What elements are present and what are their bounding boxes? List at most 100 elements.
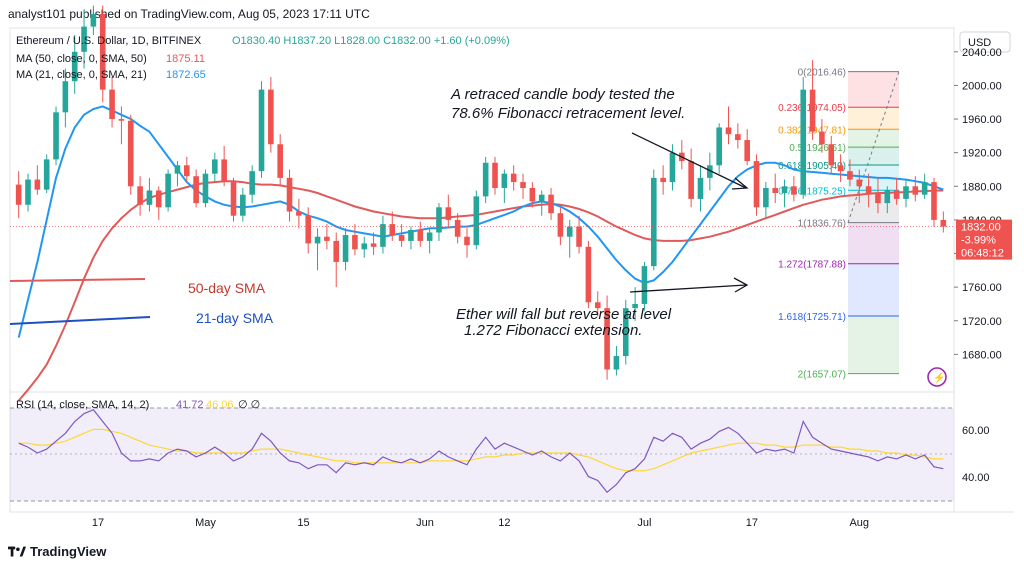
candle-body xyxy=(81,26,87,52)
time-tick-label: Jun xyxy=(416,517,434,529)
time-tick-label: 15 xyxy=(297,517,309,529)
candle-body xyxy=(43,159,50,190)
candle-body xyxy=(202,173,209,204)
candle-body xyxy=(464,236,470,246)
price-axis[interactable]: 2040.002000.001960.001920.001880.001840.… xyxy=(954,47,1002,362)
candle-body xyxy=(62,81,69,113)
candle-body xyxy=(753,161,760,208)
fib-level-label: 1.272(1787.88) xyxy=(778,260,846,271)
annotation-top-line1: A retraced candle body tested the xyxy=(450,86,675,103)
candle-body xyxy=(146,190,153,205)
ma21-legend-value: 1872.65 xyxy=(166,69,206,81)
ma50-legend-label[interactable]: MA (50, close, 0, SMA, 50) xyxy=(16,53,147,65)
candle-body xyxy=(865,186,872,194)
candle-body xyxy=(454,219,461,237)
candle-body xyxy=(127,120,134,187)
candle-body xyxy=(772,187,779,194)
candle-body xyxy=(417,229,424,241)
candle-body xyxy=(165,173,171,208)
price-tick-label: 1880.00 xyxy=(962,181,1002,193)
symbol-title[interactable]: Ethereum / U.S. Dollar, 1D, BITFINEX xyxy=(16,35,202,47)
candle-body xyxy=(707,165,713,178)
candle-body xyxy=(258,89,265,172)
footer-brand: TradingView xyxy=(30,544,107,559)
candle-body xyxy=(688,161,694,199)
symbol-ohlc: O1830.40 H1837.20 L1828.00 C1832.00 +1.6… xyxy=(232,35,510,47)
candle-body xyxy=(249,171,255,195)
ma50-legend-value: 1875.11 xyxy=(166,53,205,65)
candle-body xyxy=(622,308,629,357)
rsi-tick-60: 60.00 xyxy=(962,425,990,437)
annotation-bottom-arrowhead xyxy=(733,277,749,293)
currency-label: USD xyxy=(968,37,991,49)
price-tick-label: 1960.00 xyxy=(962,114,1002,126)
price-tick-label: 1920.00 xyxy=(962,148,1002,160)
fib-band xyxy=(848,71,899,108)
fib-level-label: 0.618(1905.40) xyxy=(778,161,846,172)
candle-body xyxy=(482,162,489,197)
candle-body xyxy=(408,229,414,241)
price-tick-label: 2000.00 xyxy=(962,80,1002,92)
candle-body xyxy=(230,182,237,216)
annotation-top-arrow xyxy=(631,132,747,189)
candle-body xyxy=(791,186,797,195)
candle-body xyxy=(473,196,480,246)
rsi-legend-label[interactable]: RSI (14, close, SMA, 14, 2) xyxy=(16,399,149,411)
candle-body xyxy=(445,207,452,220)
fib-level-label: 2(1657.07) xyxy=(798,370,846,381)
legend-sma21-line xyxy=(9,316,151,325)
candle-body xyxy=(884,190,891,204)
candle-body xyxy=(352,235,358,250)
candle-body xyxy=(557,213,564,237)
fib-level-label: 0.786(1875.25) xyxy=(778,186,846,197)
legend-sma50-line xyxy=(9,278,146,282)
ma21-legend-label[interactable]: MA (21, close, 0, SMA, 21) xyxy=(16,69,147,81)
candle-body xyxy=(25,179,31,205)
footer: TradingView xyxy=(8,544,106,559)
candle-body xyxy=(697,177,704,199)
candle-body xyxy=(735,134,741,141)
candle-body xyxy=(118,119,125,121)
annotation-bottom-line1: Ether will fall but reverse at level xyxy=(456,306,672,323)
candle-body xyxy=(548,194,554,214)
price-tick-label: 1760.00 xyxy=(962,282,1002,294)
candle-body xyxy=(193,176,199,204)
price-tick-label: 2040.00 xyxy=(962,47,1002,59)
candle-body xyxy=(912,186,919,195)
tradingview-logo-icon xyxy=(8,546,26,556)
rsi-legend-ma-value: 46.06 xyxy=(206,399,234,411)
time-tick-label: 17 xyxy=(92,517,104,529)
last-price-badge: 1832.00 -3.99% 06:48:12 xyxy=(956,219,1012,260)
candle-body xyxy=(800,89,807,195)
candle-body xyxy=(641,266,648,304)
ma21-line xyxy=(17,105,944,338)
rsi-ma-line xyxy=(18,428,944,472)
candle-body xyxy=(174,165,181,174)
candle-body xyxy=(837,165,844,172)
last-price-change: -3.99% xyxy=(961,235,996,247)
publish-text: analyst101 published on TradingView.com,… xyxy=(8,7,370,21)
time-tick-label: 17 xyxy=(746,517,758,529)
candle-body xyxy=(604,308,610,370)
candle-body xyxy=(566,226,573,237)
candle-body xyxy=(286,177,293,212)
rsi-panel[interactable] xyxy=(9,391,955,513)
fib-level-label: 1.618(1725.71) xyxy=(778,312,846,323)
currency-button[interactable] xyxy=(959,31,1011,53)
time-axis[interactable]: 17 May 15 Jun 12 Jul 17 Aug xyxy=(92,517,869,529)
candle-body xyxy=(15,184,22,205)
candle-body xyxy=(342,235,349,262)
candle-body xyxy=(137,186,143,205)
candle-body xyxy=(361,243,368,250)
candle-body xyxy=(660,177,666,183)
candle-body xyxy=(650,177,657,267)
tradingview-purple-icon[interactable] xyxy=(927,367,947,387)
candle-body xyxy=(240,194,246,216)
candle-body xyxy=(268,89,274,145)
candle-body xyxy=(828,144,835,166)
last-price-value: 1832.00 xyxy=(961,222,1001,234)
rsi-band xyxy=(10,408,954,501)
candle-body xyxy=(492,162,498,188)
fib-band xyxy=(848,263,899,316)
